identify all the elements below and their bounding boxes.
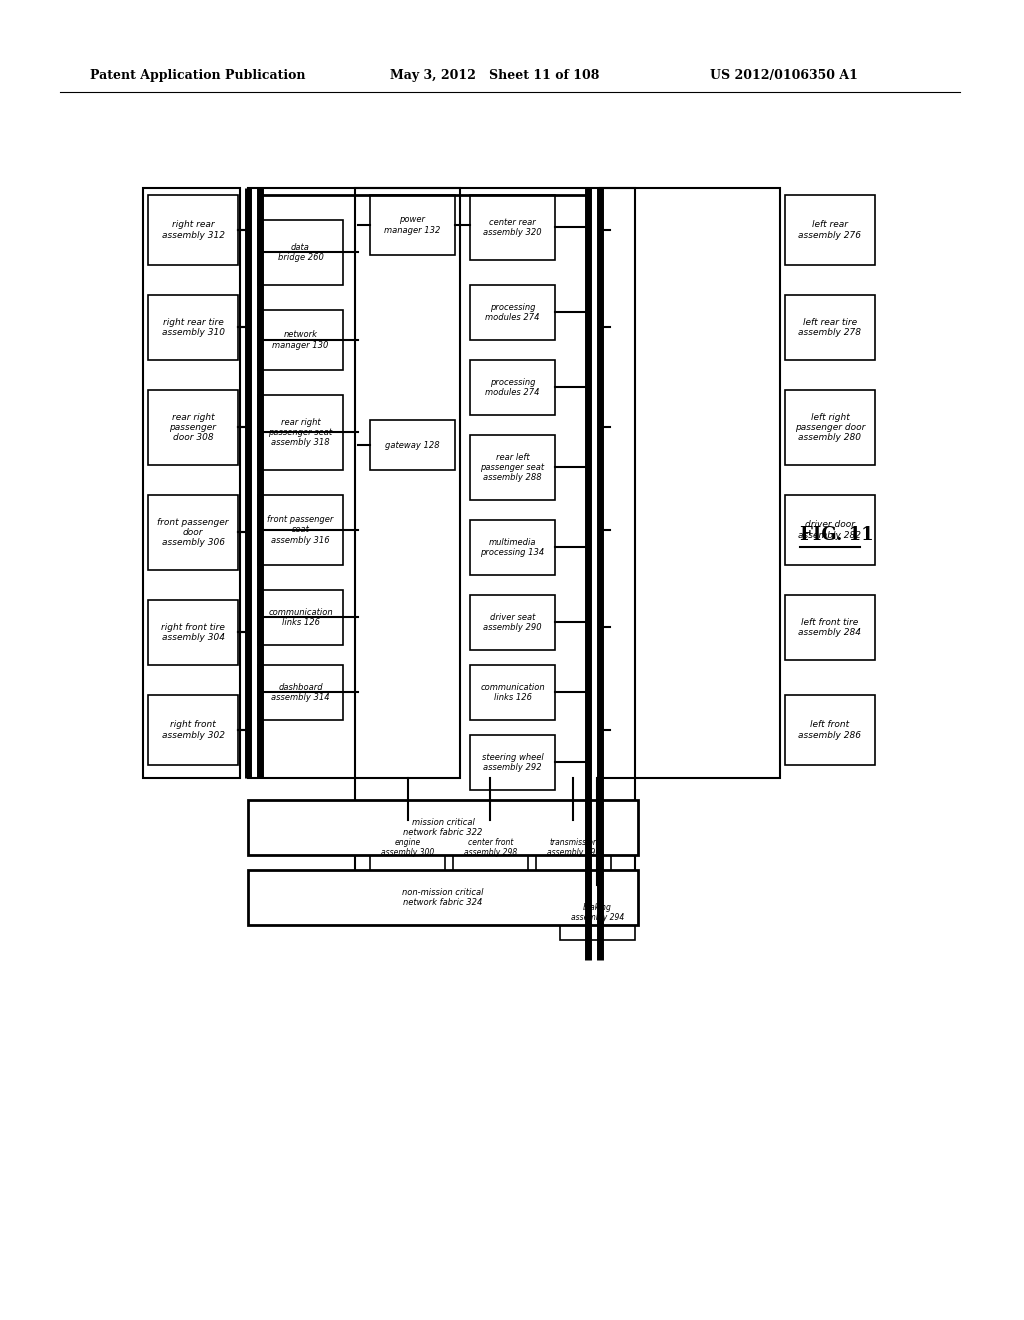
Bar <box>785 195 874 265</box>
Bar <box>148 495 238 570</box>
Bar <box>785 696 874 766</box>
Text: rear right
passenger
door 308: rear right passenger door 308 <box>170 413 216 442</box>
Text: right rear
assembly 312: right rear assembly 312 <box>162 220 224 240</box>
Bar <box>148 195 238 265</box>
Bar <box>248 187 460 777</box>
Text: processing
modules 274: processing modules 274 <box>485 378 540 397</box>
Text: non-mission critical
network fabric 324: non-mission critical network fabric 324 <box>402 888 483 907</box>
Text: left front
assembly 286: left front assembly 286 <box>799 721 861 739</box>
Bar <box>370 420 455 470</box>
Text: left rear tire
assembly 278: left rear tire assembly 278 <box>799 318 861 337</box>
Text: gateway 128: gateway 128 <box>385 441 440 450</box>
Bar <box>470 735 555 789</box>
Bar <box>470 285 555 341</box>
Bar <box>258 220 343 285</box>
Text: left rear
assembly 276: left rear assembly 276 <box>799 220 861 240</box>
Bar <box>248 800 638 855</box>
Bar <box>258 495 343 565</box>
Text: front passenger
seat
assembly 316: front passenger seat assembly 316 <box>267 515 334 545</box>
Text: rear right
passenger seat
assembly 318: rear right passenger seat assembly 318 <box>268 417 333 447</box>
Text: multimedia
processing 134: multimedia processing 134 <box>480 537 545 557</box>
Text: driver door
assembly 282: driver door assembly 282 <box>799 520 861 540</box>
Bar <box>470 360 555 414</box>
Bar <box>785 294 874 360</box>
Text: right rear tire
assembly 310: right rear tire assembly 310 <box>162 318 224 337</box>
Bar <box>148 696 238 766</box>
Bar <box>470 595 555 649</box>
Text: left right
passenger door
assembly 280: left right passenger door assembly 280 <box>795 413 865 442</box>
Text: center front
assembly 298: center front assembly 298 <box>464 838 517 857</box>
Bar <box>355 187 635 917</box>
Bar <box>600 187 780 777</box>
Text: left front tire
assembly 284: left front tire assembly 284 <box>799 618 861 638</box>
Bar <box>785 595 874 660</box>
Bar <box>470 436 555 500</box>
Bar <box>248 870 638 925</box>
Bar <box>470 195 555 260</box>
Bar <box>536 820 611 875</box>
Bar <box>148 294 238 360</box>
Text: engine
assembly 300: engine assembly 300 <box>381 838 434 857</box>
Bar <box>470 520 555 576</box>
Text: center rear
assembly 320: center rear assembly 320 <box>483 218 542 238</box>
Text: processing
modules 274: processing modules 274 <box>485 302 540 322</box>
Text: right front tire
assembly 304: right front tire assembly 304 <box>161 623 225 643</box>
Text: mission critical
network fabric 322: mission critical network fabric 322 <box>403 818 482 837</box>
Text: driver seat
assembly 290: driver seat assembly 290 <box>483 612 542 632</box>
Text: braking
assembly 294: braking assembly 294 <box>570 903 624 923</box>
Text: dashboard
assembly 314: dashboard assembly 314 <box>271 682 330 702</box>
Bar <box>148 601 238 665</box>
Bar <box>143 187 240 777</box>
Text: Patent Application Publication: Patent Application Publication <box>90 69 305 82</box>
Text: steering wheel
assembly 292: steering wheel assembly 292 <box>481 752 544 772</box>
Text: right front
assembly 302: right front assembly 302 <box>162 721 224 739</box>
Text: transmission
assembly 296: transmission assembly 296 <box>547 838 600 857</box>
Bar <box>258 665 343 719</box>
Bar <box>148 389 238 465</box>
Text: data
bridge 260: data bridge 260 <box>278 243 324 263</box>
Bar <box>370 195 455 255</box>
Bar <box>258 310 343 370</box>
Text: network
manager 130: network manager 130 <box>272 330 329 350</box>
Text: power
manager 132: power manager 132 <box>384 215 440 235</box>
Text: FIG. 11: FIG. 11 <box>800 525 873 544</box>
Bar <box>453 820 528 875</box>
Bar <box>560 884 635 940</box>
Text: rear left
passenger seat
assembly 288: rear left passenger seat assembly 288 <box>480 453 545 482</box>
Bar <box>258 590 343 645</box>
Text: communication
links 126: communication links 126 <box>268 607 333 627</box>
Bar <box>785 495 874 565</box>
Text: May 3, 2012   Sheet 11 of 108: May 3, 2012 Sheet 11 of 108 <box>390 69 599 82</box>
Bar <box>470 665 555 719</box>
Bar <box>370 820 445 875</box>
Bar <box>258 395 343 470</box>
Text: US 2012/0106350 A1: US 2012/0106350 A1 <box>710 69 858 82</box>
Bar <box>785 389 874 465</box>
Text: communication
links 126: communication links 126 <box>480 682 545 702</box>
Text: front passenger
door
assembly 306: front passenger door assembly 306 <box>158 517 228 548</box>
